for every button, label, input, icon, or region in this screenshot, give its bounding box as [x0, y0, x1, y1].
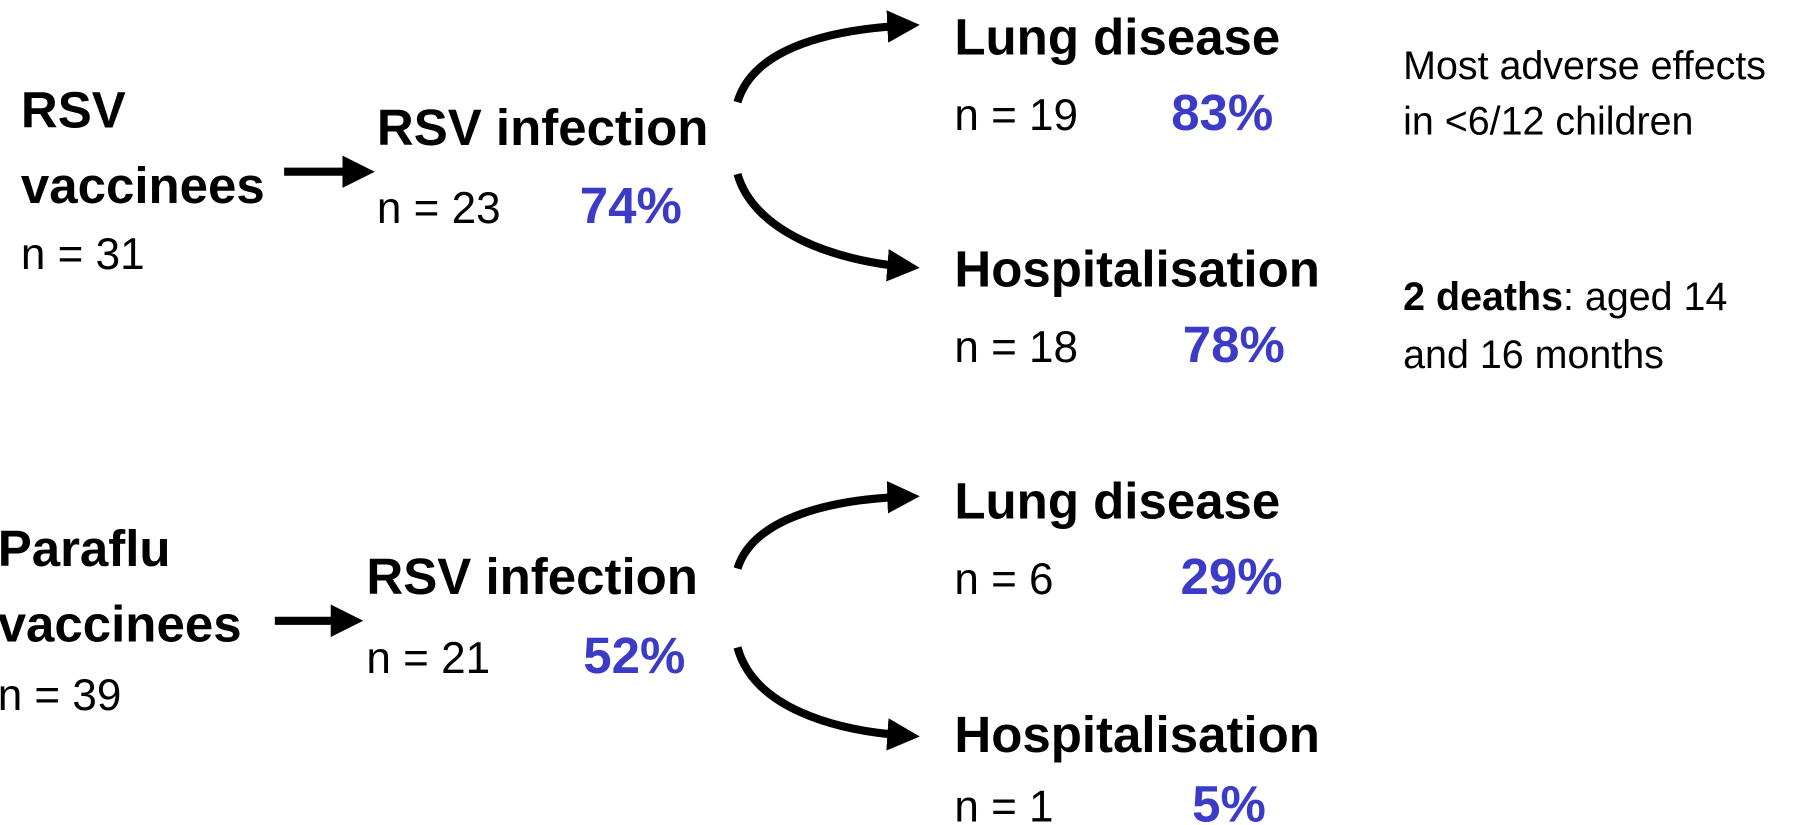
- outcome-n: n = 19: [954, 91, 1078, 140]
- infection-percent: 52%: [583, 627, 685, 684]
- note: and 16 months: [1403, 333, 1664, 377]
- outcome-n: n = 1: [954, 783, 1053, 825]
- outcome-n: n = 6: [954, 555, 1053, 604]
- outcome-label: Lung disease: [954, 473, 1280, 530]
- group-n: n = 31: [21, 230, 145, 279]
- note-text: : aged 14: [1563, 275, 1727, 319]
- arrow: [733, 172, 920, 282]
- outcome-label: Lung disease: [954, 9, 1280, 66]
- group-label: RSV: [21, 82, 126, 139]
- note: 2 deaths: aged 14: [1403, 275, 1727, 319]
- note: in <6/12 children: [1403, 100, 1693, 144]
- outcome-percent: 5%: [1192, 776, 1266, 825]
- outcome-n: n = 18: [954, 323, 1078, 372]
- group-label: vaccinees: [21, 157, 265, 214]
- arrow: [733, 646, 920, 751]
- group-label: vaccinees: [0, 596, 242, 653]
- outcome-label: Hospitalisation: [954, 706, 1320, 763]
- outcome-label: Hospitalisation: [954, 241, 1320, 298]
- infection-percent: 74%: [580, 177, 682, 234]
- group-label: Paraflu: [0, 520, 171, 577]
- outcome-percent: 78%: [1183, 316, 1285, 373]
- outcome-percent: 29%: [1180, 548, 1282, 605]
- infection-n: n = 23: [377, 184, 501, 233]
- infection-label: RSV infection: [377, 99, 709, 156]
- infection-n: n = 21: [366, 634, 490, 683]
- note-bold: 2 deaths: [1403, 275, 1563, 319]
- arrow: [733, 481, 920, 570]
- note: Most adverse effects: [1403, 44, 1766, 88]
- outcome-percent: 83%: [1171, 84, 1273, 141]
- group-n: n = 39: [0, 671, 121, 720]
- arrow: [733, 10, 920, 104]
- infection-label: RSV infection: [366, 548, 698, 605]
